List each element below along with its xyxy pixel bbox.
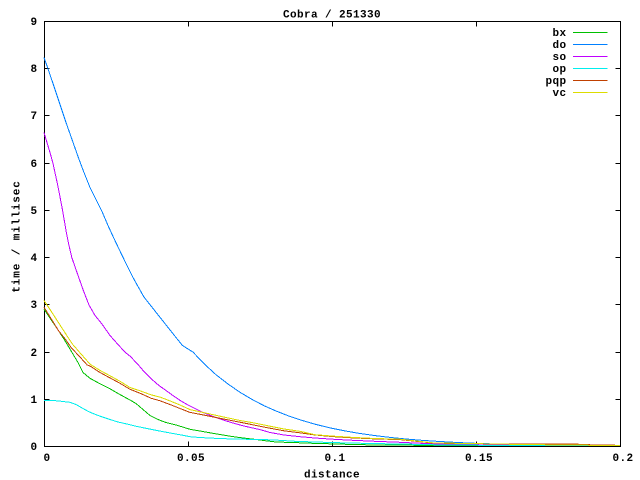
svg-text:pqp: pqp xyxy=(545,76,566,88)
svg-text:distance: distance xyxy=(304,470,360,480)
svg-text:8: 8 xyxy=(30,64,37,76)
svg-text:4: 4 xyxy=(30,253,37,265)
svg-text:5: 5 xyxy=(30,206,37,218)
svg-text:so: so xyxy=(552,52,566,64)
svg-text:Cobra / 251330: Cobra / 251330 xyxy=(283,10,381,22)
svg-text:vc: vc xyxy=(552,88,566,100)
svg-text:7: 7 xyxy=(30,111,37,123)
svg-text:3: 3 xyxy=(30,300,37,312)
svg-text:0.05: 0.05 xyxy=(177,453,205,465)
svg-text:2: 2 xyxy=(30,348,37,360)
svg-text:do: do xyxy=(552,40,566,52)
svg-text:6: 6 xyxy=(30,159,37,171)
svg-text:0.15: 0.15 xyxy=(465,453,493,465)
svg-text:0: 0 xyxy=(43,453,50,465)
svg-text:0: 0 xyxy=(30,442,37,454)
svg-text:9: 9 xyxy=(30,17,37,29)
svg-text:0.1: 0.1 xyxy=(324,453,345,465)
svg-text:time / millisec: time / millisec xyxy=(12,180,24,293)
svg-text:op: op xyxy=(552,64,566,76)
svg-text:0.2: 0.2 xyxy=(612,453,633,465)
svg-text:1: 1 xyxy=(30,395,37,407)
svg-text:bx: bx xyxy=(552,28,566,40)
